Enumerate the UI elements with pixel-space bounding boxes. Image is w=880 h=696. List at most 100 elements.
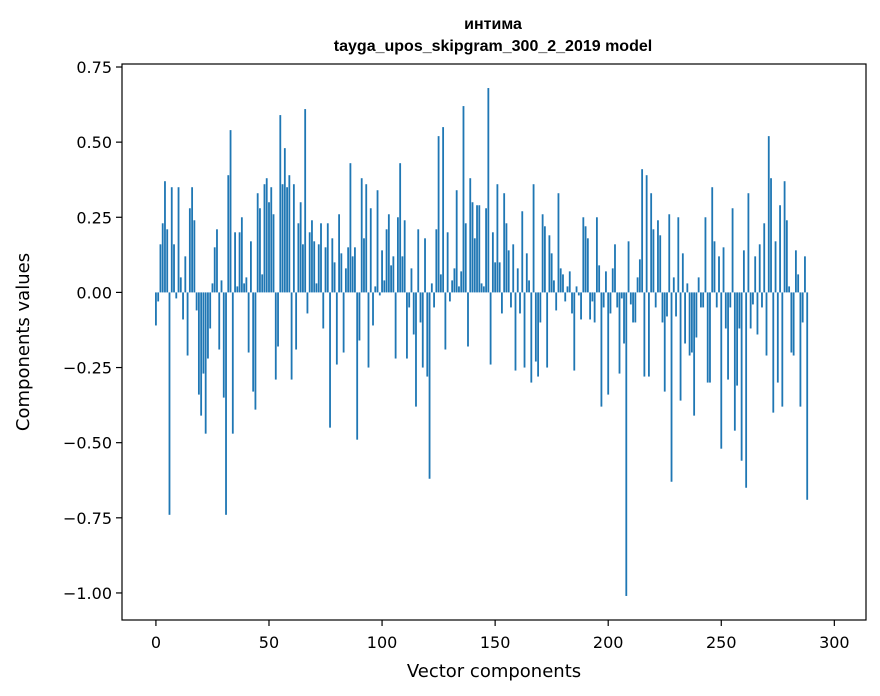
bar: [503, 193, 506, 293]
bar: [238, 232, 241, 293]
y-tick-label: −0.50: [63, 434, 112, 453]
bar: [315, 283, 318, 293]
bar: [394, 292, 397, 359]
bar: [632, 292, 634, 323]
bar: [742, 250, 745, 293]
bar: [704, 217, 707, 293]
bar: [449, 292, 451, 302]
bar: [227, 175, 230, 293]
bar: [770, 178, 772, 293]
x-tick-label: 50: [259, 633, 279, 652]
bar: [351, 256, 354, 293]
bar: [358, 292, 361, 341]
bar: [184, 256, 187, 293]
x-tick-label: 300: [819, 633, 850, 652]
bar: [444, 292, 447, 350]
bar: [430, 283, 433, 293]
bar: [243, 283, 246, 293]
bar: [496, 184, 499, 293]
bar: [598, 265, 601, 293]
bar: [311, 220, 313, 293]
bar: [390, 265, 393, 293]
bar: [797, 274, 800, 293]
bar: [654, 292, 657, 308]
bar: [650, 193, 653, 293]
bar: [220, 280, 223, 293]
bar: [636, 277, 639, 293]
bar: [342, 292, 345, 353]
bar: [629, 292, 632, 305]
bar: [627, 241, 630, 293]
bar: [709, 292, 711, 383]
x-tick-label: 200: [593, 633, 624, 652]
bar: [733, 292, 736, 431]
bar: [783, 181, 786, 293]
bar: [401, 256, 404, 293]
bar: [476, 205, 478, 293]
bar: [272, 214, 275, 293]
bar: [331, 238, 334, 293]
bar: [765, 292, 768, 356]
bar: [521, 211, 524, 293]
bar: [340, 253, 343, 293]
bar: [525, 253, 528, 293]
bar: [383, 280, 386, 293]
bar: [611, 268, 614, 293]
bar: [487, 88, 490, 293]
bar: [668, 214, 671, 293]
bar: [670, 292, 673, 482]
bar: [756, 292, 759, 335]
bar: [754, 256, 757, 293]
bar: [532, 184, 535, 293]
bar: [222, 292, 225, 398]
bar: [295, 292, 298, 350]
bar: [451, 280, 454, 293]
bar: [426, 292, 429, 377]
bar: [478, 205, 481, 293]
bar: [344, 268, 347, 293]
x-tick-label: 250: [706, 633, 737, 652]
bar: [781, 292, 784, 407]
bar: [252, 292, 255, 392]
bar: [306, 292, 309, 314]
bar: [501, 292, 503, 314]
bar: [659, 235, 662, 293]
bar: [338, 214, 340, 293]
bar: [408, 292, 411, 308]
bar: [467, 292, 469, 347]
bar: [462, 106, 465, 293]
y-tick-label: 0.00: [76, 283, 112, 302]
bar: [586, 238, 589, 293]
bar: [774, 241, 777, 293]
bar: [566, 286, 569, 293]
bar: [186, 292, 189, 356]
x-axis-label: Vector components: [407, 661, 581, 682]
bar: [577, 292, 580, 296]
bar: [347, 247, 350, 293]
bar: [428, 292, 431, 479]
bar: [424, 238, 426, 293]
bar: [250, 241, 252, 293]
bar: [747, 193, 750, 293]
bar: [304, 109, 307, 293]
bar: [376, 190, 379, 293]
bar: [776, 292, 779, 383]
y-tick-label: 0.50: [76, 133, 112, 152]
bar: [609, 292, 612, 314]
bar: [453, 268, 456, 293]
bar: [240, 217, 243, 293]
bar: [175, 292, 178, 299]
bar: [197, 292, 200, 395]
bar: [700, 292, 702, 308]
bars-group: [155, 88, 809, 596]
bar: [168, 292, 171, 515]
bar: [494, 262, 497, 293]
bar: [288, 175, 291, 293]
bar: [439, 274, 442, 293]
bar: [806, 292, 809, 500]
bar: [354, 247, 356, 293]
bar: [779, 205, 781, 293]
bar: [607, 292, 610, 395]
bar: [177, 187, 180, 293]
